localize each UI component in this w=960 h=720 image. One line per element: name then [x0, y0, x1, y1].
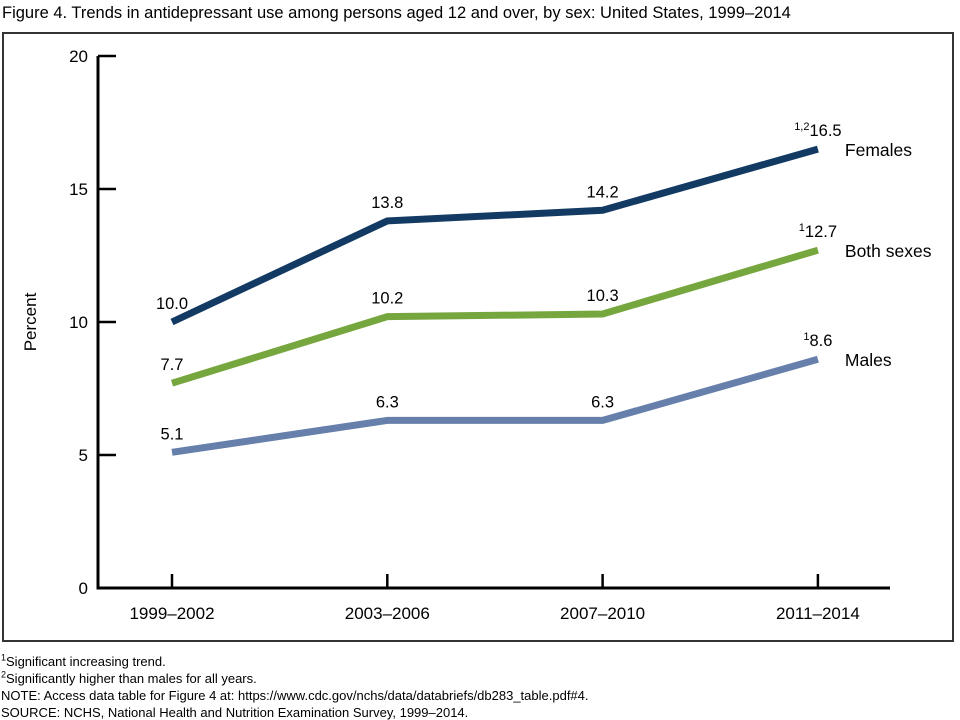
point-label: 1,216.5 [794, 121, 841, 140]
point-label-superscript: 1,2 [794, 121, 809, 133]
x-tick-label: 2003–2006 [345, 604, 430, 623]
point-label: 6.3 [376, 393, 399, 411]
point-label-superscript: 1 [803, 331, 809, 343]
footnote-line: SOURCE: NCHS, National Health and Nutrit… [1, 705, 469, 720]
point-label-value: 12.7 [805, 223, 837, 241]
point-label: 14.2 [587, 183, 619, 201]
x-tick-label: 1999–2002 [129, 604, 214, 623]
series-line-both-sexes [170, 246, 819, 387]
point-label: 6.3 [591, 393, 614, 411]
y-tick-label: 5 [79, 446, 88, 465]
footnote-line: 2Significantly higher than males for all… [1, 669, 257, 686]
y-tick-label: 15 [69, 180, 88, 199]
point-label: 10.0 [156, 295, 188, 313]
x-tick-label: 2011–2014 [776, 604, 860, 623]
point-label-value: 8.6 [809, 332, 832, 350]
line-chart: 0 5 10 15 20 Percent 1999–2002 2003–2006 2007–20… [21, 47, 932, 623]
point-label: 112.7 [799, 222, 837, 241]
point-label: 10.3 [587, 287, 619, 305]
series-line-males [171, 355, 819, 456]
y-tick-label: 20 [69, 47, 88, 66]
y-axis-title: Percent [21, 292, 40, 351]
chart-area: 0 5 10 15 20 Percent 1999–2002 2003–2006 2007–20… [2, 32, 954, 642]
footnote-line: 1Significant increasing trend. [1, 652, 166, 669]
y-tick-label: 0 [79, 579, 88, 598]
series-label-both-sexes: Both sexes [845, 241, 932, 261]
point-label: 10.2 [371, 290, 403, 308]
footnote-line: NOTE: Access data table for Figure 4 at:… [1, 688, 589, 703]
series-line-females [170, 145, 819, 326]
footnote-superscript: 2 [1, 669, 7, 680]
point-label-value: 16.5 [809, 122, 841, 140]
footnote-superscript: 1 [1, 652, 7, 663]
x-tick-label: 2007–2010 [560, 604, 645, 623]
series-label-males: Males [845, 350, 892, 370]
point-label-superscript: 1 [799, 222, 805, 234]
y-tick-label: 10 [69, 313, 88, 332]
series-label-females: Females [845, 140, 912, 160]
point-label: 7.7 [161, 356, 184, 374]
point-label: 18.6 [803, 331, 832, 350]
point-label: 5.1 [161, 425, 184, 443]
footnotes: 1Significant increasing trend. 2Significa… [1, 653, 589, 720]
figure-title: Figure 4. Trends in antidepressant use a… [2, 4, 791, 22]
point-label: 13.8 [371, 194, 403, 212]
